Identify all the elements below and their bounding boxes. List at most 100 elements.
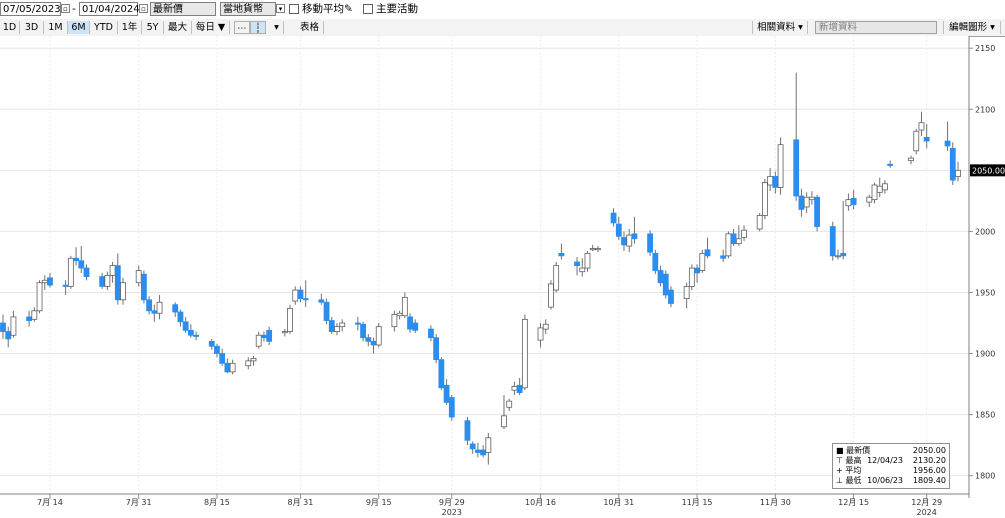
candle-body	[47, 277, 53, 286]
candle-body	[109, 265, 116, 276]
candle-body	[250, 358, 257, 362]
candle-body	[193, 334, 199, 337]
candle-body	[908, 157, 914, 161]
period-max-button[interactable]: 最大	[164, 21, 192, 34]
y-tick-label: 2100	[975, 105, 995, 114]
x-tick-label: 12月 29	[911, 498, 942, 507]
legend-avg: + 平均 1956.00	[836, 466, 946, 476]
price-type-select[interactable]: 最新價	[150, 2, 216, 16]
candle-body	[10, 316, 17, 336]
currency-select[interactable]: 當地貨幣	[220, 2, 276, 16]
chart-type-dropdown-icon[interactable]: ▾	[270, 21, 284, 34]
candle-body	[480, 449, 487, 456]
period-5y-button[interactable]: 5Y	[142, 21, 164, 34]
last-price-label: 2050.00	[972, 166, 1005, 175]
candle-body	[516, 384, 523, 394]
candle-body	[657, 270, 664, 284]
candle-body	[120, 282, 126, 301]
x-tick-label: 7月 31	[126, 498, 152, 507]
edit-chart-button[interactable]: 編輯圖形 ▾	[943, 21, 1001, 34]
candle-body	[741, 229, 747, 238]
currency-dropdown-icon[interactable]: ▾	[276, 4, 285, 13]
candle-body	[871, 184, 878, 201]
candle-body	[668, 289, 674, 304]
candle-body	[621, 237, 627, 246]
candle-body	[36, 282, 43, 312]
candle-body	[699, 252, 706, 271]
x-tick-label: 8月 15	[204, 498, 230, 507]
period-3d-button[interactable]: 3D	[20, 21, 44, 34]
candle-body	[208, 340, 215, 347]
year-label: 2024	[917, 508, 937, 517]
add-data-input[interactable]: 新增資料	[815, 21, 937, 34]
period-1d-button[interactable]: 1D	[0, 21, 20, 34]
candle-body	[537, 327, 544, 341]
y-tick-label: 1900	[975, 350, 995, 359]
candle-body	[845, 199, 852, 207]
candle-body	[177, 311, 184, 323]
candle-body	[506, 400, 513, 408]
candle-body	[31, 310, 38, 320]
candle-body	[401, 296, 408, 317]
candle-body	[354, 322, 361, 325]
dropdown-arrow-icon: ▾	[990, 22, 995, 33]
candle-body	[542, 323, 549, 330]
candle-body	[798, 195, 805, 210]
candle-body	[261, 334, 267, 339]
candle-body	[850, 198, 857, 205]
average-marker-icon: +	[836, 466, 843, 475]
period-6m-button[interactable]: 6M	[68, 21, 90, 34]
candle-body	[78, 260, 85, 269]
candle-body	[626, 234, 633, 247]
candle-body	[720, 255, 727, 259]
candle-body	[443, 384, 450, 403]
y-tick-label: 1850	[975, 411, 995, 420]
candle-body	[955, 169, 961, 177]
candle-body	[704, 249, 711, 257]
candle-body	[595, 248, 601, 251]
legend-last: ■ 最新價 2050.00	[836, 446, 946, 456]
candle-body	[558, 252, 565, 257]
candle-body	[683, 285, 690, 299]
y-tick-label: 1800	[975, 472, 995, 481]
candle-body	[803, 196, 810, 208]
candle-body	[793, 139, 800, 197]
legend-low-date: 10/06/23	[867, 476, 903, 485]
line-chart-icon[interactable]: ⋯	[234, 21, 250, 34]
related-data-button[interactable]: 相關資料 ▾	[752, 21, 808, 34]
candle-body	[62, 284, 69, 287]
candle-body	[187, 329, 194, 336]
candle-body	[918, 122, 925, 131]
candle-body	[652, 252, 659, 271]
candle-body	[255, 334, 262, 347]
end-date-input[interactable]: 01/04/2024	[79, 2, 140, 16]
period-1y-button[interactable]: 1年	[118, 21, 142, 34]
end-date-calendar-icon[interactable]: ▫	[139, 4, 148, 13]
candle-body	[882, 183, 888, 191]
candle-body	[767, 176, 774, 186]
candle-body	[511, 386, 518, 391]
low-marker-icon: ⊥	[836, 476, 843, 485]
candlestick-chart-icon[interactable]: ┆	[250, 21, 266, 34]
candle-body	[67, 257, 74, 287]
period-ytd-button[interactable]: YTD	[90, 21, 118, 34]
key-events-checkbox[interactable]	[363, 4, 373, 14]
frequency-select[interactable]: 每日 ▼	[192, 21, 230, 34]
table-view-button[interactable]: 表格	[296, 21, 324, 34]
start-date-calendar-icon[interactable]: ▫	[61, 4, 70, 13]
candle-body	[615, 223, 622, 237]
candle-body	[156, 301, 163, 314]
candle-body	[412, 322, 419, 331]
x-tick-label: 10月 16	[525, 498, 556, 507]
pencil-icon[interactable]: ✎	[344, 3, 353, 15]
moving-average-checkbox[interactable]	[289, 4, 299, 14]
x-tick-label: 10月 31	[603, 498, 634, 507]
legend-low: ⊥ 最低 10/06/23 1809.40	[836, 476, 946, 486]
period-1m-button[interactable]: 1M	[44, 21, 68, 34]
candle-body	[339, 322, 346, 328]
candle-body	[548, 283, 554, 308]
legend-last-label: 最新價	[846, 446, 871, 455]
candle-body	[887, 163, 894, 166]
start-date-input[interactable]: 07/05/2023	[0, 2, 61, 16]
candle-body	[553, 265, 560, 291]
